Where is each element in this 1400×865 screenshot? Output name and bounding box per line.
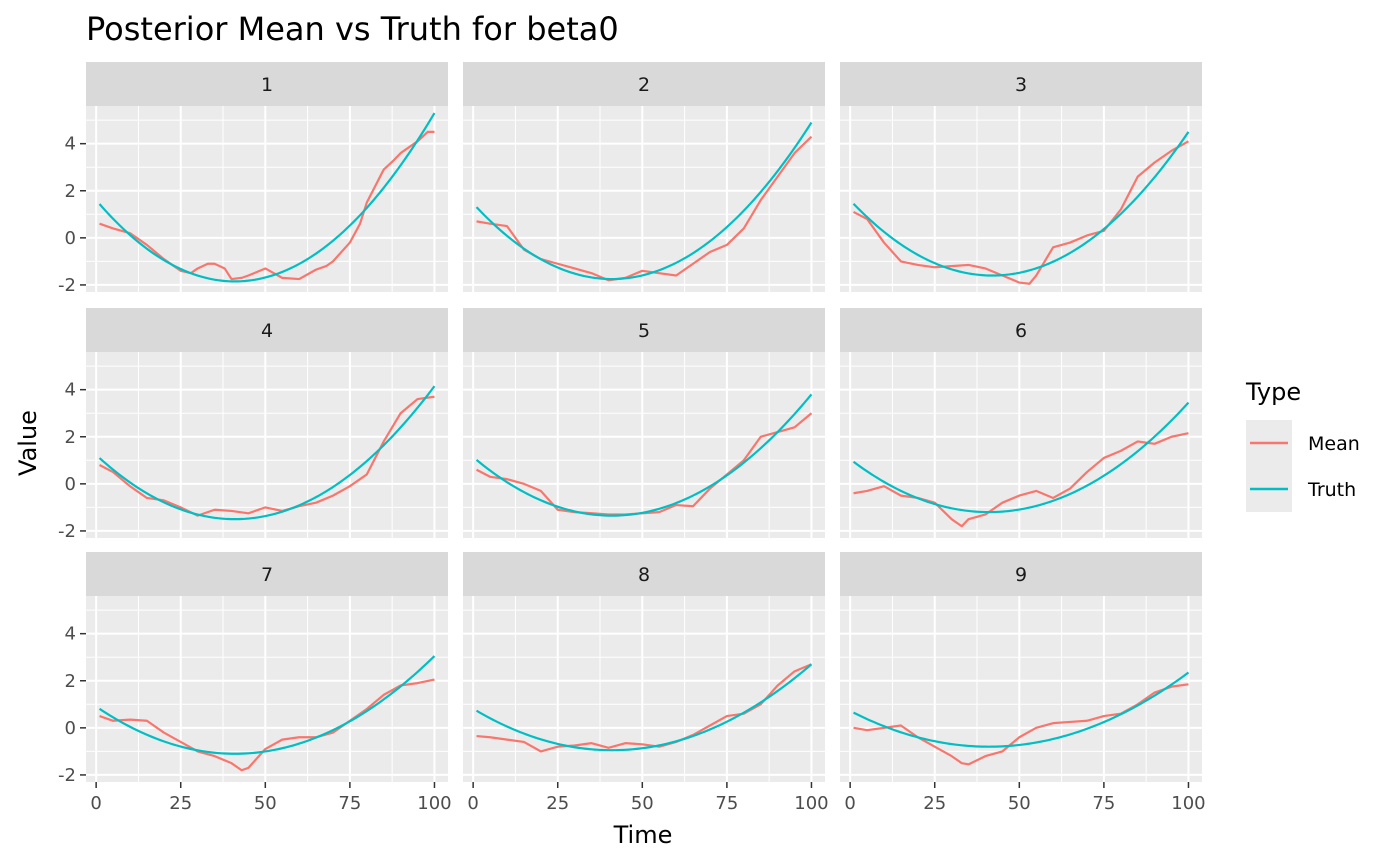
facet-panel-7: 7 -2 0 2 4 0 25 50 75 100 <box>58 552 452 814</box>
panel-background <box>86 352 448 538</box>
x-tick-label: 0 <box>90 793 101 814</box>
series-line-truth <box>852 131 1190 277</box>
series-line-truth <box>853 671 1190 748</box>
facet-strip <box>86 308 448 352</box>
chart-title: Posterior Mean vs Truth for beta0 <box>86 10 619 48</box>
series-line-mean <box>476 663 812 753</box>
facet-strip <box>86 552 448 596</box>
panel-background <box>463 352 825 538</box>
series-line-mean <box>853 140 1190 285</box>
facet-panel-6: 6 <box>840 308 1202 538</box>
y-tick-label: 0 <box>65 474 76 495</box>
y-tick-label: 4 <box>65 380 76 401</box>
series-line-mean <box>853 432 1189 528</box>
x-tick-label: 25 <box>169 793 192 814</box>
panel-background <box>840 596 1202 782</box>
panel-background <box>840 106 1202 292</box>
y-tick-label: 0 <box>65 228 76 249</box>
x-tick-label: 75 <box>338 793 361 814</box>
facet-strip-label: 2 <box>638 74 650 96</box>
panel-background <box>86 106 448 292</box>
legend-title: Type <box>1245 378 1301 406</box>
y-tick-label: -2 <box>58 521 76 542</box>
x-tick-label: 100 <box>794 793 828 814</box>
facet-panel-3: 3 <box>840 62 1202 292</box>
series-line-mean <box>99 678 435 772</box>
facet-strip <box>840 552 1202 596</box>
series-line-truth <box>98 655 436 755</box>
series-line-truth <box>475 121 813 281</box>
facet-strip-label: 9 <box>1015 564 1027 586</box>
x-tick-label: 100 <box>1171 793 1205 814</box>
facet-panel-9: 9 0 25 50 75 100 <box>840 552 1206 814</box>
x-tick-label: 50 <box>631 793 654 814</box>
x-tick-label: 25 <box>923 793 946 814</box>
facet-strip-label: 7 <box>261 564 273 586</box>
facet-strip-label: 8 <box>638 564 650 586</box>
facet-panel-2: 2 <box>463 62 825 292</box>
facet-panel-1: 1 -2 0 2 4 <box>58 62 448 296</box>
series-line-truth <box>98 385 436 521</box>
series-line-truth <box>852 401 1190 514</box>
facet-strip-label: 3 <box>1015 74 1027 96</box>
facet-panels: 1 -2 0 2 4 2 3 4 -2 0 2 4 5 6 7 -2 0 2 4 0 25 50 75 100 8 0 25 50 75… <box>58 62 1206 814</box>
series-line-mean <box>99 395 435 517</box>
series-line-truth <box>475 393 813 517</box>
series-line-truth <box>98 112 436 283</box>
y-tick-label: -2 <box>58 765 76 786</box>
x-tick-label: 100 <box>417 793 451 814</box>
x-tick-label: 75 <box>1092 793 1115 814</box>
facet-strip <box>86 62 448 106</box>
x-tick-label: 50 <box>1008 793 1031 814</box>
facet-strip <box>840 62 1202 106</box>
y-tick-label: -2 <box>58 275 76 296</box>
facet-panel-8: 8 0 25 50 75 100 <box>463 552 829 814</box>
x-tick-label: 0 <box>467 793 478 814</box>
x-axis-title: Time <box>613 821 673 849</box>
y-tick-label: 4 <box>65 134 76 155</box>
y-tick-label: 4 <box>65 624 76 645</box>
facet-strip-label: 1 <box>261 74 273 96</box>
x-tick-label: 75 <box>715 793 738 814</box>
panel-background <box>463 596 825 782</box>
panel-background <box>463 106 825 292</box>
facet-strip <box>840 308 1202 352</box>
y-tick-label: 2 <box>65 181 76 202</box>
legend: Type Mean Truth <box>1245 378 1360 512</box>
y-tick-label: 2 <box>65 427 76 448</box>
facet-strip <box>463 62 825 106</box>
facet-strip <box>463 552 825 596</box>
facet-strip-label: 5 <box>638 320 650 342</box>
facet-strip-label: 4 <box>261 320 273 342</box>
facet-strip <box>463 308 825 352</box>
series-line-truth <box>475 663 813 752</box>
legend-label: Truth <box>1307 479 1356 501</box>
y-tick-label: 0 <box>65 718 76 739</box>
y-tick-label: 2 <box>65 671 76 692</box>
x-tick-label: 0 <box>844 793 855 814</box>
y-axis-title: Value <box>14 410 42 476</box>
x-tick-label: 50 <box>254 793 277 814</box>
facet-panel-4: 4 -2 0 2 4 <box>58 308 448 542</box>
legend-label: Mean <box>1308 433 1360 455</box>
facet-strip-label: 6 <box>1015 320 1027 342</box>
x-tick-label: 25 <box>546 793 569 814</box>
facet-panel-5: 5 <box>463 308 825 538</box>
